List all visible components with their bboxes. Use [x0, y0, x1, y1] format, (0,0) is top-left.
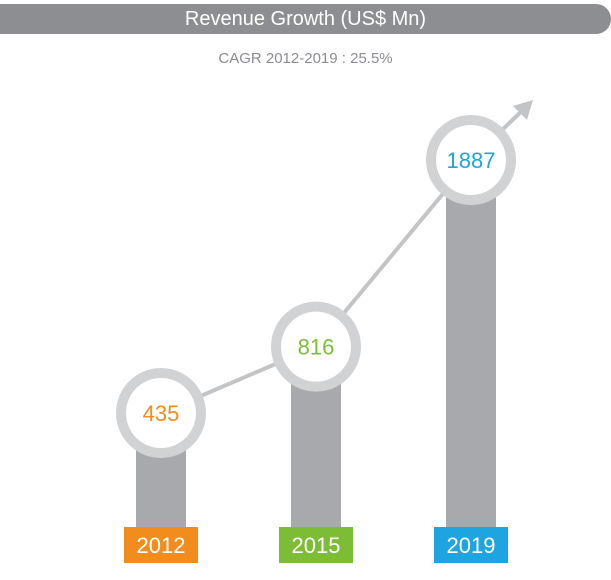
data-label: 435 [143, 401, 180, 426]
category-box [279, 527, 353, 563]
category-label: 2012 [137, 533, 186, 558]
category-box [434, 527, 508, 563]
data-label: 1887 [447, 148, 496, 173]
data-label: 816 [298, 335, 335, 360]
title-bar: Revenue Growth (US$ Mn) [0, 4, 611, 34]
value-ring-inner [281, 311, 351, 382]
trend-arrowhead [513, 100, 533, 120]
category-box [124, 527, 198, 563]
category-label: 2019 [447, 533, 496, 558]
chart-subtitle: CAGR 2012-2019 : 25.5% [218, 50, 393, 67]
value-ring-inner [126, 378, 196, 448]
bar [446, 160, 496, 527]
chart-title: Revenue Growth (US$ Mn) [184, 8, 427, 30]
value-ring-inner [436, 125, 506, 195]
category-label: 2015 [292, 533, 341, 558]
